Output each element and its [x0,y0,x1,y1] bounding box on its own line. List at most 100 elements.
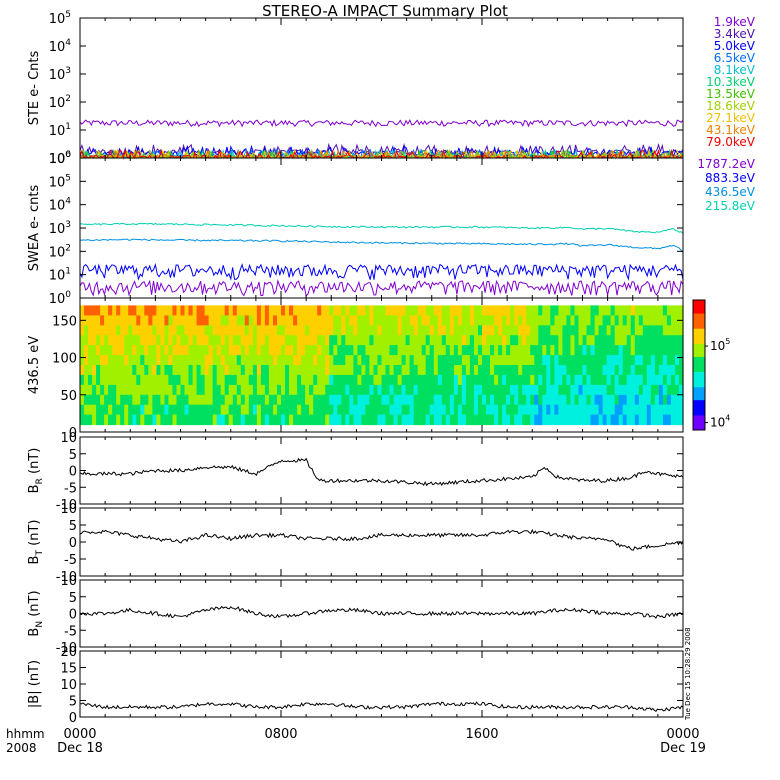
colorbar-segment [693,414,705,418]
heatmap-cell [453,345,459,356]
heatmap-cell [252,394,258,406]
heatmap-cell [116,355,121,366]
heatmap-cell [530,345,535,356]
heatmap-cell [498,355,503,366]
heatmap-cell [208,365,214,376]
legend-13.5keV: 13.5keV [706,87,756,101]
heatmap-cell [514,345,519,356]
y-tick-exponent: 1 [65,267,71,277]
heatmap-cell [232,404,238,416]
heatmap-cell [421,414,427,426]
heatmap-cell [598,365,604,376]
heatmap-cell [228,315,234,326]
heatmap-cell [293,335,298,346]
plot-title: STEREO-A IMPACT Summary Plot [262,2,508,20]
heatmap-cell [437,315,443,326]
heatmap-cell [546,305,551,316]
heatmap-cell [469,325,475,336]
heatmap-cell [510,305,515,316]
y-tick-label: 20 [60,645,77,660]
heatmap-cell [264,315,270,326]
heatmap-cell [128,345,133,356]
heatmap-cell [506,335,511,346]
heatmap-cell [236,315,242,326]
heatmap-cell [630,414,636,426]
heatmap-cell [554,404,559,416]
heatmap-cell [445,404,451,416]
heatmap-cell [409,325,415,336]
heatmap-cell [297,315,302,326]
heatmap-cell [168,384,173,396]
heatmap-cell [361,414,366,426]
heatmap-cell [662,325,668,336]
colorbar-segment [693,356,705,359]
heatmap-cell [88,335,93,346]
heatmap-cell [124,305,129,316]
heatmap-cell [128,384,133,396]
heatmap-cell [542,365,547,376]
heatmap-cell [389,384,395,396]
heatmap-cell [445,325,451,336]
heatmap-cell [662,315,668,326]
heatmap-cell [152,394,157,406]
heatmap-cell [566,355,571,366]
panel-frame [79,17,684,159]
heatmap-cell [80,335,85,346]
heatmap-cell [397,374,403,386]
heatmap-cell [425,315,431,326]
heatmap-cell [381,414,387,426]
heatmap-cell [321,414,326,426]
heatmap-cell [208,355,214,366]
heatmap-cell [582,335,588,346]
y-axis-label: BT (nT) [27,520,45,565]
heatmap-cell [128,325,133,336]
heatmap-cell [461,384,467,396]
heatmap-cell [522,315,527,326]
colorbar-segment [693,378,705,381]
heatmap-cell [638,355,644,366]
heatmap-cell [421,384,427,396]
heatmap-cell [176,345,182,356]
heatmap-cell [329,315,334,326]
colorbar-segment [693,419,705,422]
heatmap-cell [321,315,326,326]
heatmap-cell [152,345,157,356]
heatmap-cell [152,315,157,326]
heatmap-cell [224,394,230,406]
y-tick-label: 10 [60,502,77,517]
heatmap-cell [554,384,559,396]
heatmap-cell [108,374,113,386]
heatmap-cell [469,404,475,416]
heatmap-cell [268,404,274,416]
heatmap-cell [256,335,262,346]
heatmap-cell [180,345,186,356]
heatmap-cell [349,404,354,416]
heatmap-cell [305,414,310,426]
heatmap-cell [514,394,519,406]
heatmap-cell [297,355,302,366]
heatmap-cell [445,335,451,346]
heatmap-cell [413,345,419,356]
heatmap-cell [558,355,563,366]
y-tick-label: 150 [52,314,77,329]
heatmap-cell [345,394,350,406]
heatmap-cell [510,414,515,426]
heatmap-cell [538,394,543,406]
heatmap-cell [626,414,632,426]
heatmap-cell [405,325,411,336]
heatmap-cell [425,335,431,346]
heatmap-cell [188,384,194,396]
heatmap-cell [120,355,125,366]
heatmap-cell [490,365,495,376]
heatmap-cell [486,374,491,386]
heatmap-cell [534,384,539,396]
heatmap-cell [393,394,399,406]
heatmap-cell [325,315,330,326]
heatmap-cell [148,305,153,316]
heatmap-cell [293,374,298,386]
heatmap-cell [679,384,684,396]
heatmap-cell [478,365,483,376]
heatmap-cell [349,374,354,386]
heatmap-cell [196,414,202,426]
heatmap-cell [578,345,584,356]
